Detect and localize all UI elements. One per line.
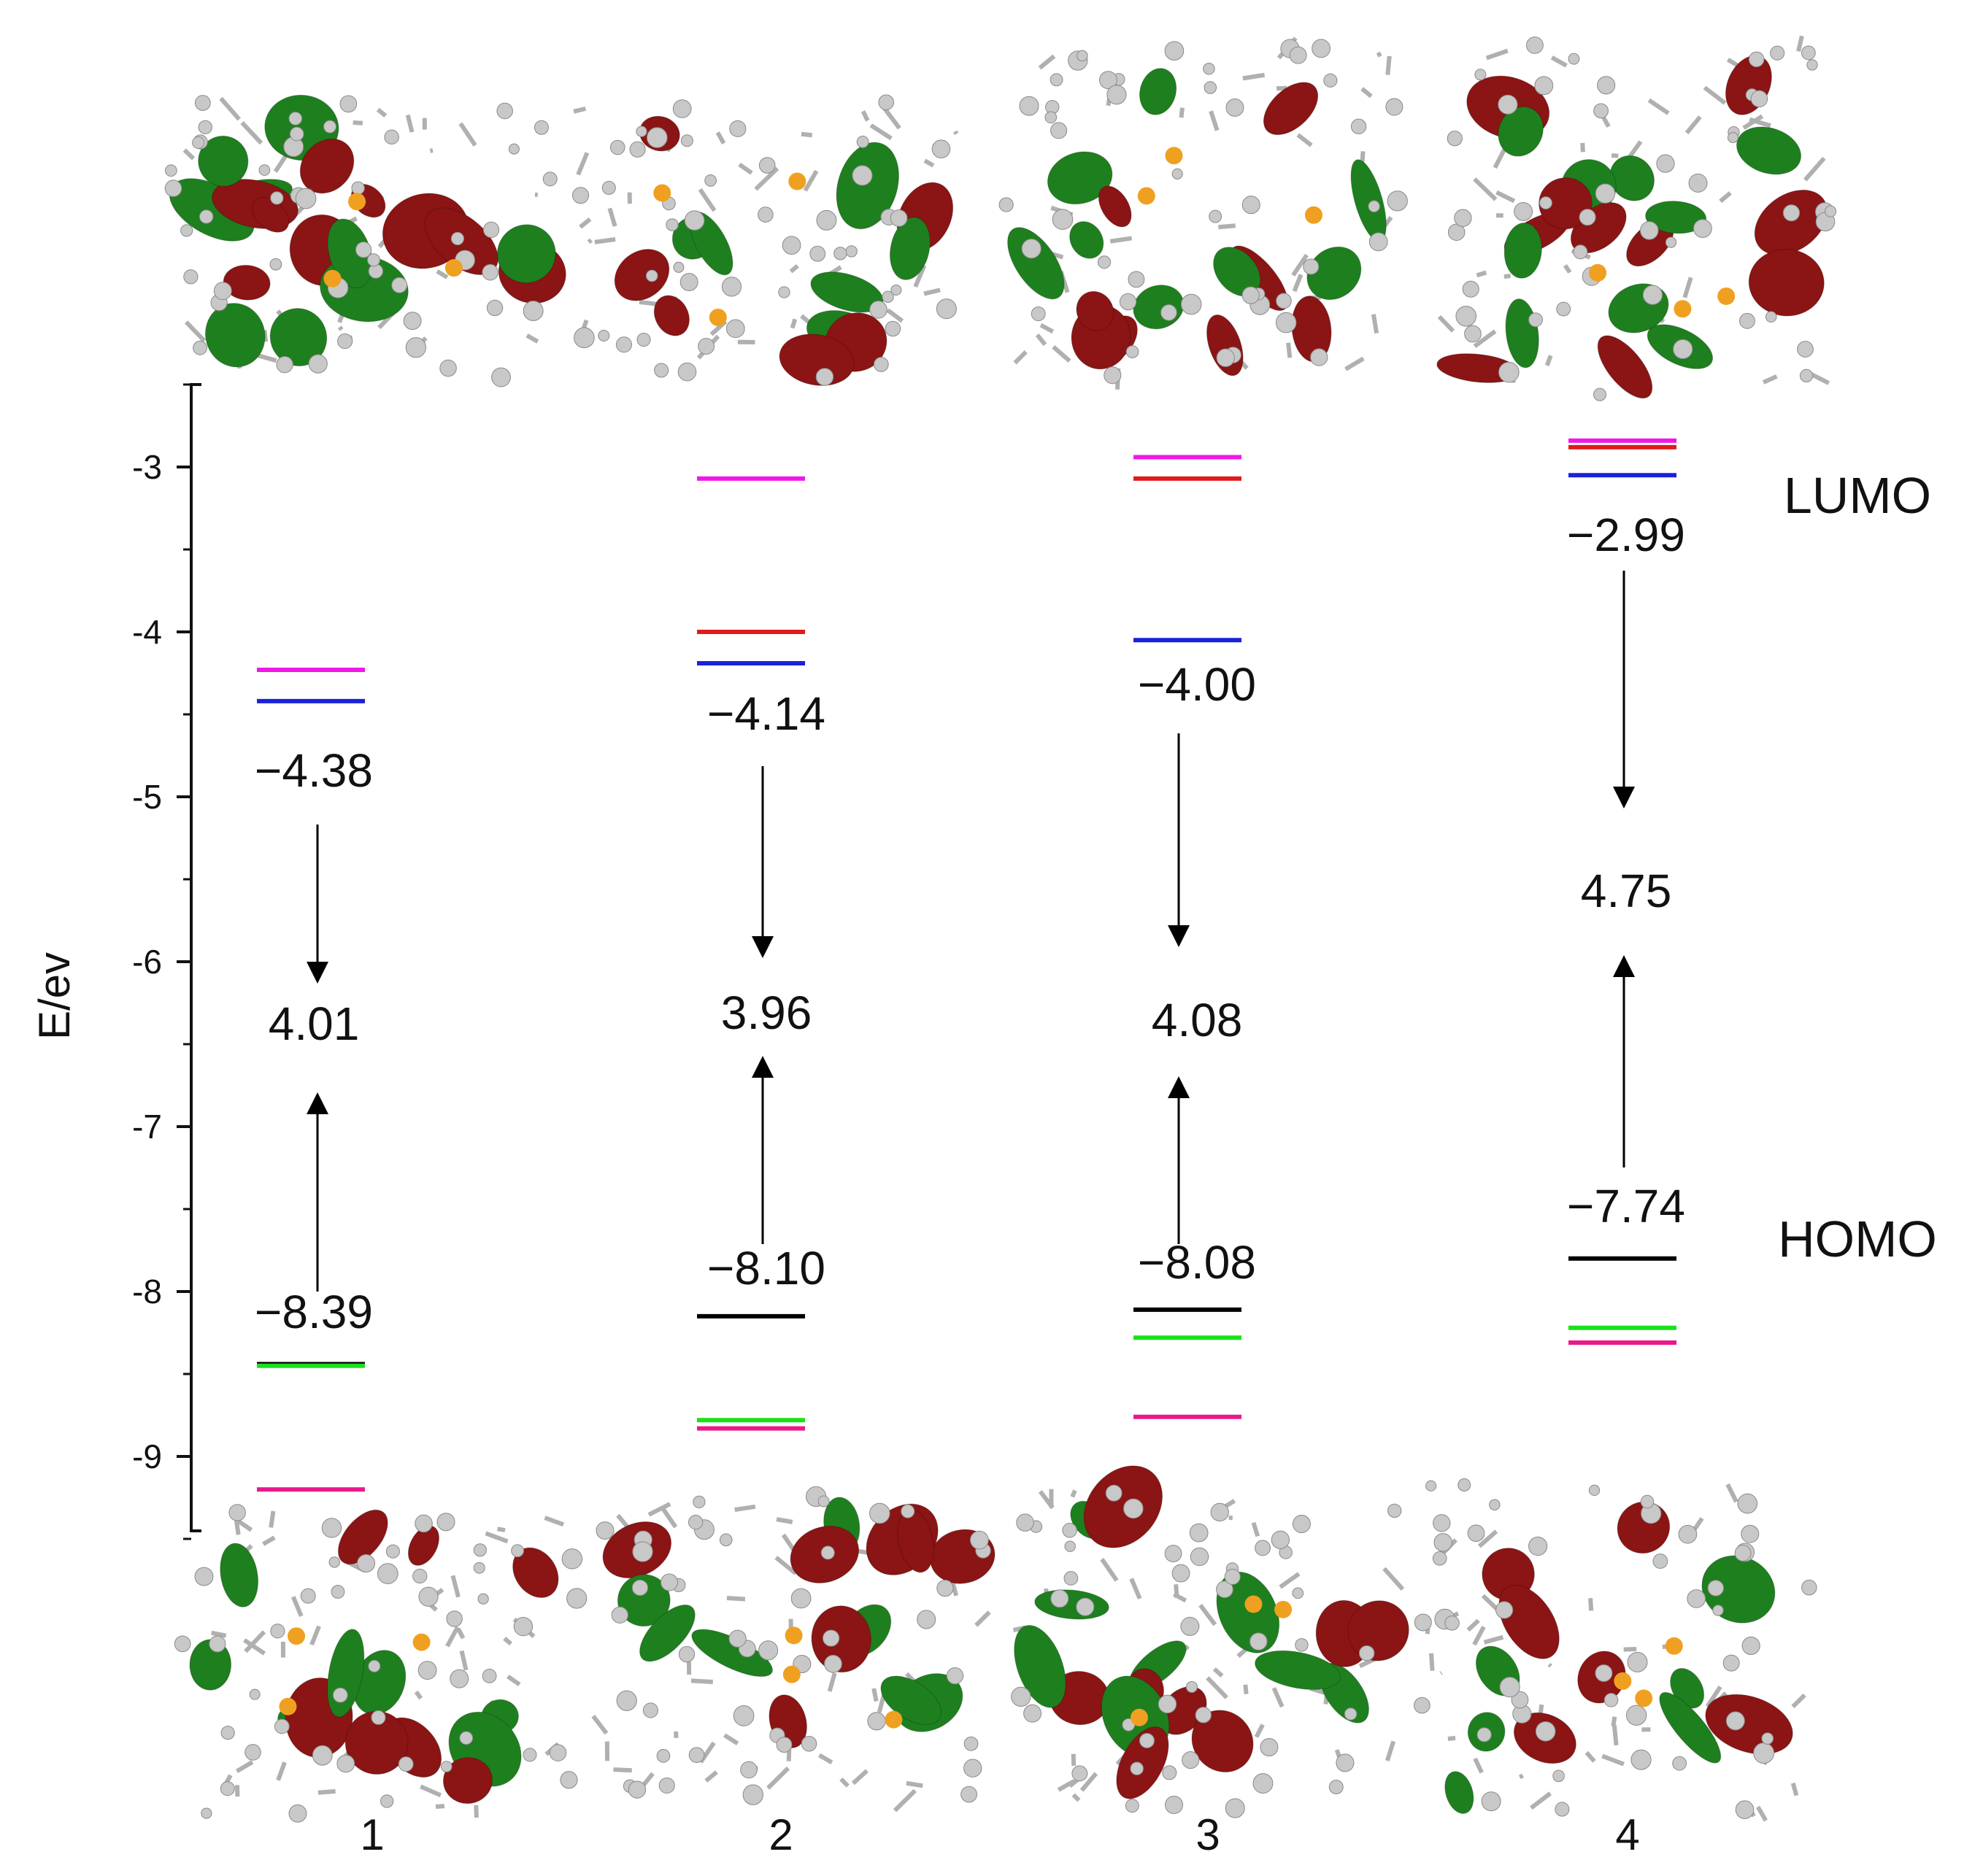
- compound-label: 3: [1195, 1810, 1220, 1859]
- energy-levels: [257, 438, 1676, 1492]
- energy-labels: −4.38 4.01 −8.39 −4.14 3.96 −8.10 −4.00 4.08 −8.…: [255, 509, 1685, 1338]
- lumo-label: LUMO: [1784, 467, 1931, 524]
- gap-arrows: [307, 571, 1635, 1292]
- compound-label: 1: [360, 1810, 384, 1859]
- homo-energy-label: −8.39: [255, 1286, 373, 1338]
- homo-label: HOMO: [1778, 1211, 1937, 1267]
- compound-label: 2: [769, 1810, 793, 1859]
- orbital-renderings: [164, 35, 1837, 1823]
- y-tick-label: -3: [132, 448, 162, 486]
- homo-orbital-compound-1: [174, 1504, 588, 1823]
- gap-value-label: 3.96: [721, 987, 812, 1039]
- y-tick-label: -6: [132, 943, 162, 981]
- homo-energy-label: −8.10: [707, 1242, 825, 1294]
- homo-orbital-compound-4: [1414, 1478, 1817, 1822]
- compound-labels: 1 2 3 4: [360, 1810, 1639, 1859]
- gap-value-label: 4.08: [1152, 994, 1243, 1046]
- compound-label: 4: [1615, 1810, 1639, 1859]
- y-tick-label: -7: [132, 1108, 162, 1146]
- lumo-orbital-compound-1: [164, 94, 566, 387]
- lumo-energy-label: −4.14: [707, 687, 825, 740]
- y-tick-label: -8: [132, 1273, 162, 1311]
- homo-energy-label: −7.74: [1567, 1180, 1685, 1232]
- lumo-energy-label: −2.99: [1567, 509, 1685, 561]
- y-axis-label: E/ev: [30, 952, 79, 1040]
- homo-orbital-compound-2: [591, 1486, 996, 1813]
- lumo-energy-label: −4.38: [255, 744, 373, 797]
- gap-value-label: 4.01: [269, 997, 360, 1050]
- lumo-energy-label: −4.00: [1138, 658, 1256, 711]
- gap-value-label: 4.75: [1581, 865, 1672, 917]
- lumo-orbital-compound-3: [998, 36, 1408, 390]
- homo-energy-label: −8.08: [1138, 1236, 1256, 1289]
- y-axis-ticks: -3 -4 -5 -6 -7 -8 -9: [132, 383, 201, 1540]
- y-tick-label: -4: [132, 613, 162, 651]
- y-tick-label: -5: [132, 778, 162, 816]
- lumo-orbital-compound-4: [1436, 35, 1837, 401]
- lumo-orbital-compound-2: [571, 94, 959, 386]
- y-axis: -3 -4 -5 -6 -7 -8 -9 E/ev: [30, 383, 201, 1540]
- homo-orbital-compound-3: [1011, 1465, 1409, 1818]
- y-tick-label: -9: [132, 1437, 162, 1475]
